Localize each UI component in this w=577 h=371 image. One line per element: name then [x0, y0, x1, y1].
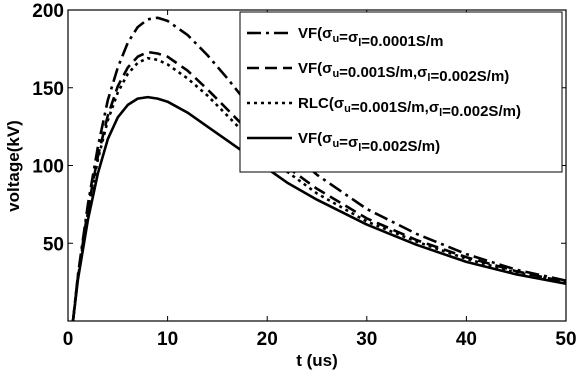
legend-text-part: u — [332, 33, 339, 45]
x-tick-label: 0 — [63, 329, 74, 350]
legend-text-part: l — [358, 37, 361, 49]
x-tick-label: 50 — [555, 329, 576, 350]
series-line-4 — [71, 95, 567, 322]
legend-text-part: =0.001S/m, — [339, 64, 417, 81]
legend-text-part: =0.001S/m, — [351, 99, 429, 116]
legend-text-part: =0.002S/m) — [430, 68, 509, 85]
legend-text-part: =0.002S/m) — [361, 138, 440, 155]
legend-text-part: l — [439, 107, 442, 119]
legend-sigma-symbol: σ — [429, 99, 439, 116]
x-tick-label: 30 — [356, 329, 377, 350]
legend-sigma-symbol: σ — [322, 25, 332, 42]
legend-entry-label: VF(σu=σl=0.002S/m) — [298, 130, 440, 155]
y-tick-label: 150 — [32, 79, 64, 100]
legend-entry-label: VF(σu=0.001S/m,σl=0.002S/m) — [298, 60, 509, 85]
legend-entry-label: VF(σu=σl=0.0001S/m — [298, 25, 443, 50]
legend-text-part: u — [332, 68, 339, 80]
x-tick-label: 40 — [456, 329, 477, 350]
y-tick-label: 100 — [32, 157, 64, 178]
y-axis-label: voltage(kV) — [4, 120, 23, 212]
y-axis: 50 100 150 200 — [32, 1, 566, 255]
x-tick-label: 10 — [157, 329, 178, 350]
legend-text-part: VF( — [298, 60, 322, 77]
legend-text-part: = — [339, 134, 348, 151]
legend-text-part: VF( — [298, 25, 322, 42]
legend-text-part: u — [332, 138, 339, 150]
y-tick-label: 200 — [32, 1, 64, 22]
x-axis-label: t (us) — [296, 351, 338, 370]
legend: VF(σu=σl=0.0001S/mVF(σu=0.001S/m,σl=0.00… — [239, 11, 563, 173]
legend-text-part: VF( — [298, 130, 322, 147]
legend-sigma-symbol: σ — [334, 95, 344, 112]
legend-text-part: =0.002S/m) — [442, 103, 521, 120]
y-tick-label: 50 — [43, 234, 64, 255]
x-axis: 0 10 20 30 40 50 — [63, 10, 577, 350]
legend-sigma-symbol: σ — [348, 134, 358, 151]
series-layer — [71, 16, 567, 322]
legend-text-part: =0.0001S/m — [361, 33, 443, 50]
series-line-1 — [71, 16, 567, 322]
x-tick-label: 20 — [257, 329, 278, 350]
legend-text-part: = — [339, 29, 348, 46]
legend-sigma-symbol: σ — [417, 64, 427, 81]
legend-sigma-symbol: σ — [348, 29, 358, 46]
legend-entry-label: RLC(σu=0.001S/m,σl=0.002S/m) — [298, 95, 521, 120]
legend-sigma-symbol: σ — [322, 130, 332, 147]
series-line-3 — [71, 56, 567, 322]
legend-box — [239, 11, 563, 173]
legend-text-part: RLC( — [298, 95, 334, 112]
legend-text-part: u — [344, 103, 351, 115]
legend-text-part: l — [427, 72, 430, 84]
legend-sigma-symbol: σ — [322, 60, 332, 77]
series-line-2 — [71, 50, 567, 322]
legend-text-part: l — [358, 142, 361, 154]
